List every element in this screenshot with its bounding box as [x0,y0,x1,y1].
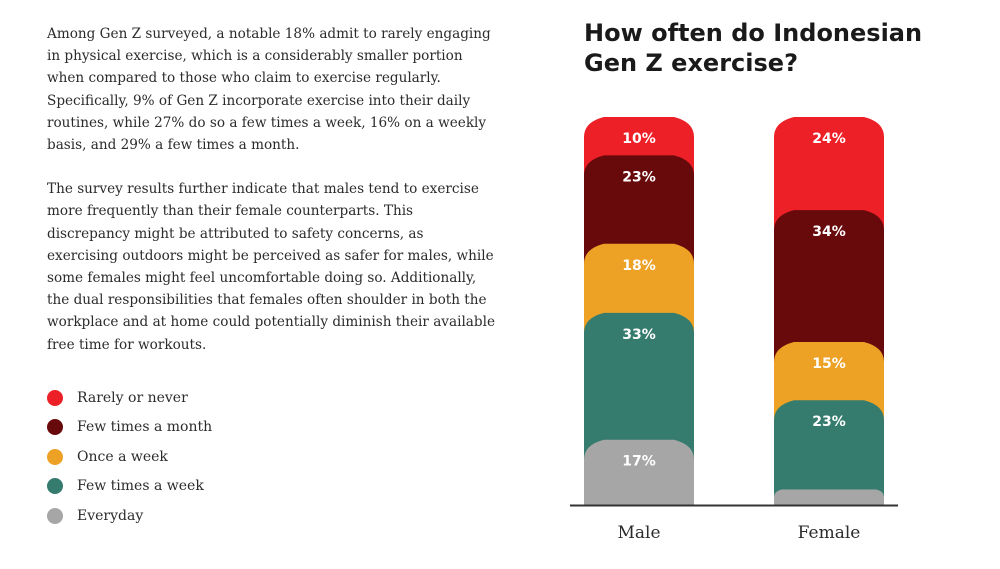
legend-label: Rarely or never [77,389,188,406]
data-label-male-everyday: 17% [622,454,656,470]
bar-female-few-times-a-week [774,400,884,505]
legend-dot-everyday [47,507,63,524]
legend-dot-few-times-a-month [47,419,63,436]
legend-label: Few times a week [77,478,204,495]
category-label-male: Male [617,523,660,543]
data-label-male-once-a-week: 18% [622,258,656,274]
bar-male-everyday [584,439,694,505]
legend-item-once-a-week: Once a week [47,442,212,472]
legend-label: Once a week [77,448,168,465]
legend-dot-few-times-a-week [47,478,63,495]
data-label-female-few-times-a-week: 23% [812,414,846,430]
category-label-female: Female [798,523,861,543]
paragraph-1: Among Gen Z surveyed, a notable 18% admi… [47,26,491,154]
legend-item-few-times-a-month: Few times a month [47,413,212,443]
legend-dot-rarely-or-never [47,389,63,406]
description-text: Among Gen Z surveyed, a notable 18% admi… [47,23,497,356]
legend-item-everyday: Everyday [47,501,212,531]
legend-label: Everyday [77,507,144,524]
legend: Rarely or never Few times a month Once a… [47,383,212,531]
legend-label: Few times a month [77,419,213,436]
data-label-female-once-a-week: 15% [812,356,846,372]
legend-item-few-times-a-week: Few times a week [47,472,212,502]
data-label-female-rarely-or-never: 24% [812,131,846,147]
data-label-male-few-times-a-week: 33% [622,327,656,343]
legend-dot-once-a-week [47,448,63,465]
legend-item-rarely-or-never: Rarely or never [47,383,212,413]
data-label-female-few-times-a-month: 34% [812,224,846,240]
chart-title: How often do Indonesian Gen Z exercise? [584,19,923,77]
data-label-male-few-times-a-month: 23% [622,169,656,185]
data-label-male-rarely-or-never: 10% [622,131,656,147]
paragraph-2: The survey results further indicate that… [47,181,495,353]
data-label-female-everyday: 4% [817,503,841,519]
bar-female-everyday [774,489,884,505]
